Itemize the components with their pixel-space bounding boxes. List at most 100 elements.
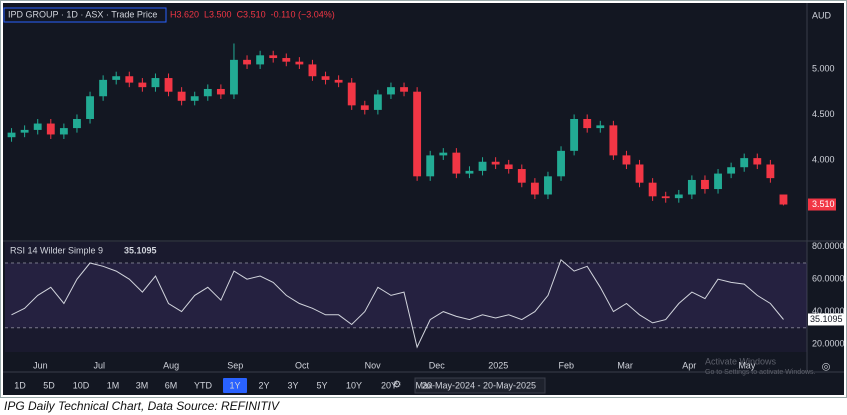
- y-tick-label: 4.500: [812, 109, 835, 119]
- candle-body: [400, 87, 408, 92]
- candle-body: [544, 176, 552, 195]
- rsi-band: [5, 263, 807, 328]
- ohlc-label: C3.510: [237, 9, 266, 19]
- watermark: Go to Settings to activate Windows.: [705, 369, 816, 376]
- x-tick-label: Aug: [163, 360, 179, 370]
- candle-body: [243, 59, 251, 65]
- candle-body: [112, 76, 121, 80]
- chart: IPD GROUP · 1D · ASX · Trade Price AUD R…: [0, 0, 847, 398]
- y-tick-label: 40.0000: [812, 306, 845, 316]
- range-button[interactable]: 1M: [107, 380, 120, 390]
- candle-body: [609, 125, 618, 156]
- range-button[interactable]: 20Y: [381, 380, 397, 390]
- range-button[interactable]: 3M: [136, 380, 149, 390]
- candle-body: [46, 123, 55, 135]
- y-tick-label: 5.000: [812, 63, 835, 73]
- candle-body: [216, 88, 225, 95]
- axis-settings[interactable]: ◎: [822, 362, 831, 373]
- x-tick-label: Apr: [682, 360, 696, 370]
- candle-body: [99, 79, 108, 97]
- settings-icon[interactable]: ⚙: [393, 380, 402, 391]
- candle-body: [439, 152, 448, 156]
- candle-body: [59, 128, 68, 135]
- candle-body: [413, 91, 422, 177]
- candle-body: [779, 194, 788, 205]
- candle-body: [504, 164, 513, 170]
- candle-body: [73, 118, 81, 129]
- candle-body: [282, 58, 291, 62]
- range-button[interactable]: 6M: [165, 380, 178, 390]
- ohlc-label: -0.110 (−3.04%): [271, 9, 335, 19]
- candle-body: [387, 87, 395, 95]
- candle-body: [478, 161, 487, 171]
- x-tick-label: 2025: [488, 360, 508, 370]
- y-tick-label: 60.0000: [812, 274, 845, 284]
- y-tick-label: 20.0000: [812, 338, 845, 348]
- currency: AUD: [812, 10, 832, 20]
- candle-body: [360, 105, 369, 110]
- date-range: 20-May-2024 - 20-May-2025: [422, 380, 536, 390]
- candle-body: [740, 158, 749, 168]
- rsi-title: RSI 14 Wilder Simple 9: [10, 245, 103, 255]
- rsi-line: [11, 258, 784, 349]
- candle-body: [596, 125, 605, 129]
- candle-body: [727, 167, 736, 174]
- candle-body: [426, 155, 435, 177]
- range-button[interactable]: Max: [415, 380, 433, 390]
- range-button[interactable]: 5Y: [316, 380, 327, 390]
- candle-body: [164, 78, 173, 92]
- candle-body: [20, 129, 29, 133]
- range-button[interactable]: 1D: [14, 380, 26, 390]
- range-button[interactable]: 5D: [43, 380, 55, 390]
- range-button[interactable]: 3Y: [287, 380, 298, 390]
- candle-body: [452, 152, 461, 174]
- candle-body: [138, 82, 147, 88]
- candle-body: [701, 179, 709, 190]
- candle-body: [766, 164, 775, 179]
- candle-body: [373, 94, 382, 110]
- x-tick-label: Oct: [295, 360, 310, 370]
- candle-body: [517, 169, 526, 183]
- last-rsi-tag: [808, 313, 846, 326]
- x-tick-label: Sep: [227, 360, 243, 370]
- caption: IPG Daily Technical Chart, Data Source: …: [4, 399, 279, 413]
- candle-body: [622, 155, 631, 165]
- x-tick-label: Jul: [93, 360, 105, 370]
- x-tick-label: May: [738, 360, 756, 370]
- candle-body: [583, 118, 592, 129]
- candle-body: [151, 78, 160, 88]
- x-tick-label: Mar: [617, 360, 633, 370]
- candle-body: [491, 161, 500, 165]
- watermark: Activate Windows: [705, 356, 777, 366]
- candle-body: [190, 96, 199, 101]
- x-tick-label: Dec: [429, 360, 446, 370]
- candle-body: [33, 123, 42, 130]
- x-tick-label: Feb: [559, 360, 575, 370]
- x-tick-label: Nov: [365, 360, 382, 370]
- candle-body: [570, 118, 579, 151]
- ohlc-label: L3.500: [204, 9, 232, 19]
- candle-body: [125, 76, 134, 83]
- candle-body: [86, 96, 94, 119]
- candle-body: [177, 91, 186, 101]
- range-button[interactable]: 2Y: [258, 380, 269, 390]
- candle-body: [203, 88, 212, 97]
- date-range-box[interactable]: [414, 377, 546, 394]
- candle-body: [687, 179, 696, 195]
- candle-body: [635, 164, 644, 183]
- candle-body: [256, 55, 265, 65]
- chart-title: IPD GROUP · 1D · ASX · Trade Price: [8, 9, 157, 19]
- ohlc-label: H3.620: [170, 9, 199, 19]
- symbol-box[interactable]: [3, 7, 167, 23]
- range-button[interactable]: YTD: [194, 380, 213, 390]
- last-price-label: 3.510: [812, 199, 835, 209]
- last-price-tag: [808, 198, 836, 211]
- range-button[interactable]: 10D: [73, 380, 90, 390]
- candle-body: [661, 196, 670, 199]
- candle-body: [557, 150, 565, 177]
- range-button[interactable]: 1Y: [229, 380, 240, 390]
- candle-body: [308, 64, 317, 77]
- range-button[interactable]: 10Y: [346, 380, 362, 390]
- y-tick-label: 80.0000: [812, 241, 845, 251]
- candle-body: [321, 76, 330, 80]
